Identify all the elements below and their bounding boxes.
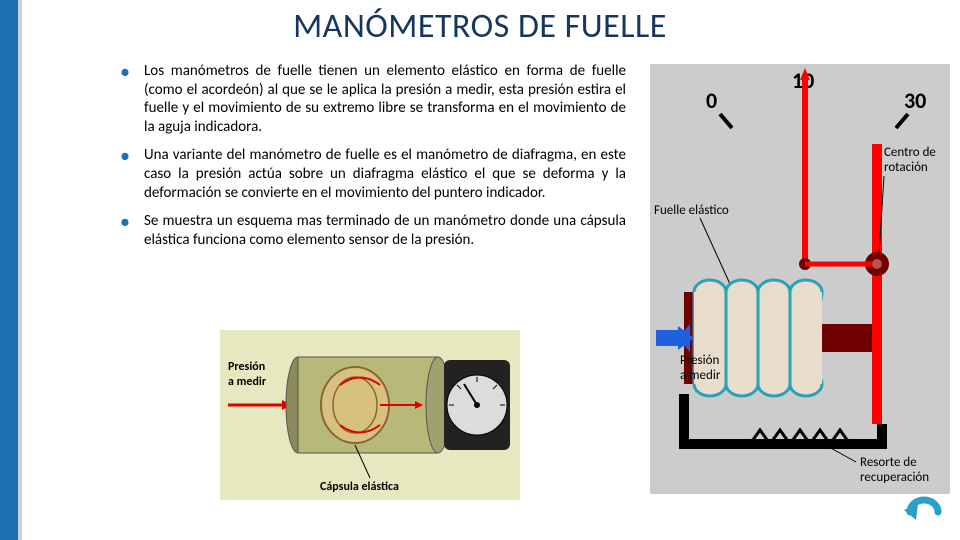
label-a-medir: a medir — [228, 375, 267, 389]
label-centro2: rotación — [884, 160, 928, 175]
label-capsula: Cápsula elástica — [320, 480, 399, 494]
list-item: Una variante del manómetro de fuelle es … — [120, 146, 626, 202]
label-presion2: a medir — [680, 368, 721, 383]
slide-left-accent — [0, 0, 18, 540]
pivot-inner — [872, 259, 882, 269]
label-resorte2: recuperación — [860, 470, 929, 485]
label-presion1: Presión — [680, 353, 719, 368]
page-title: MANÓMETROS DE FUELLE — [0, 6, 960, 47]
dial-30: 30 — [904, 87, 926, 114]
return-icon[interactable] — [902, 490, 948, 530]
label-fuelle: Fuelle elástico — [654, 203, 729, 218]
label-centro1: Centro de — [884, 145, 936, 160]
gauge-pivot — [474, 402, 480, 408]
capsule-manometer-figure: Presión a medir Cápsula elástica — [220, 330, 520, 500]
list-item: Se muestra un esquema mas terminado de u… — [120, 212, 626, 249]
bullet-list: Los manómetros de fuelle tienen un eleme… — [120, 62, 626, 259]
bellows-schematic-figure: 0 10 30 Centro de rotación Fuelle elásti… — [650, 64, 950, 494]
dial-0: 0 — [706, 87, 717, 114]
list-item: Los manómetros de fuelle tienen un eleme… — [120, 62, 626, 136]
label-resorte1: Resorte de — [860, 455, 917, 470]
label-presion: Presión — [228, 360, 265, 374]
slide-left-accent-shadow — [18, 0, 22, 540]
lever-bar — [872, 144, 882, 424]
